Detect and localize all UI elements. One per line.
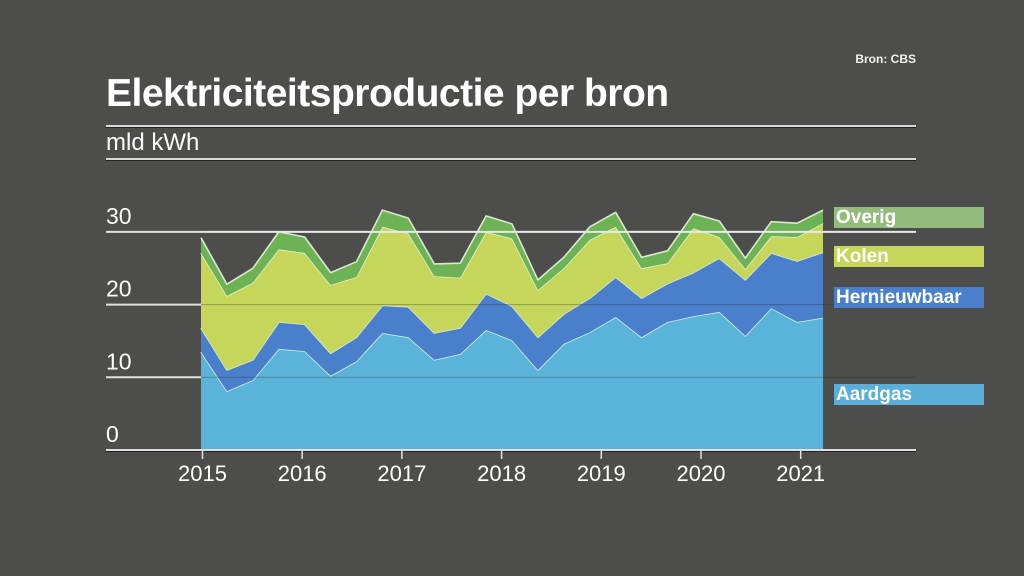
chart-title: Elektriciteitsproductie per bron [106,72,669,115]
x-tick-label: 2017 [377,461,426,486]
gridlines [106,230,916,452]
line-overig [200,209,824,285]
source-note: Bron: CBS [855,52,916,66]
area-aardgas [201,308,823,450]
area-hernieuwbaar [201,252,823,392]
x-tick-label: 2018 [477,461,526,486]
legend-kolen: Kolen [834,246,984,267]
area-overig [201,210,823,296]
x-tick-label: 2019 [577,461,626,486]
x-axis: 2015 2016 2017 2018 2019 2020 2021 [178,451,825,486]
y-tick-label: 10 [106,348,132,374]
unit-label: mld kWh [106,129,200,156]
y-axis: 0 10 20 30 [106,203,132,447]
unit-rule [106,158,916,161]
x-tick-label: 2015 [178,461,227,486]
y-tick-label: 30 [106,203,132,229]
y-tick-label: 0 [106,421,119,447]
y-tick-label: 20 [106,276,132,302]
title-rule [106,125,916,128]
x-tick-label: 2020 [677,461,726,486]
x-tick-label: 2021 [776,461,825,486]
area-kolen [201,223,823,370]
series-areas [200,209,824,450]
legend-hernieuwbaar: Hernieuwbaar [834,287,984,308]
x-tick-label: 2016 [278,461,327,486]
legend-overig: Overig [834,207,984,228]
legend-aardgas: Aardgas [834,384,984,405]
